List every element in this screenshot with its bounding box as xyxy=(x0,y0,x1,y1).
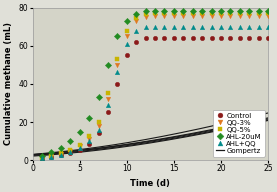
X-axis label: Time (d): Time (d) xyxy=(130,179,170,188)
Y-axis label: Cumulative methane (mL): Cumulative methane (mL) xyxy=(4,22,13,145)
Legend: Control, QQ-3%, QQ-5%, AHL-20uM, AHL+QQ, Gompertz: Control, QQ-3%, QQ-5%, AHL-20uM, AHL+QQ,… xyxy=(213,110,265,157)
